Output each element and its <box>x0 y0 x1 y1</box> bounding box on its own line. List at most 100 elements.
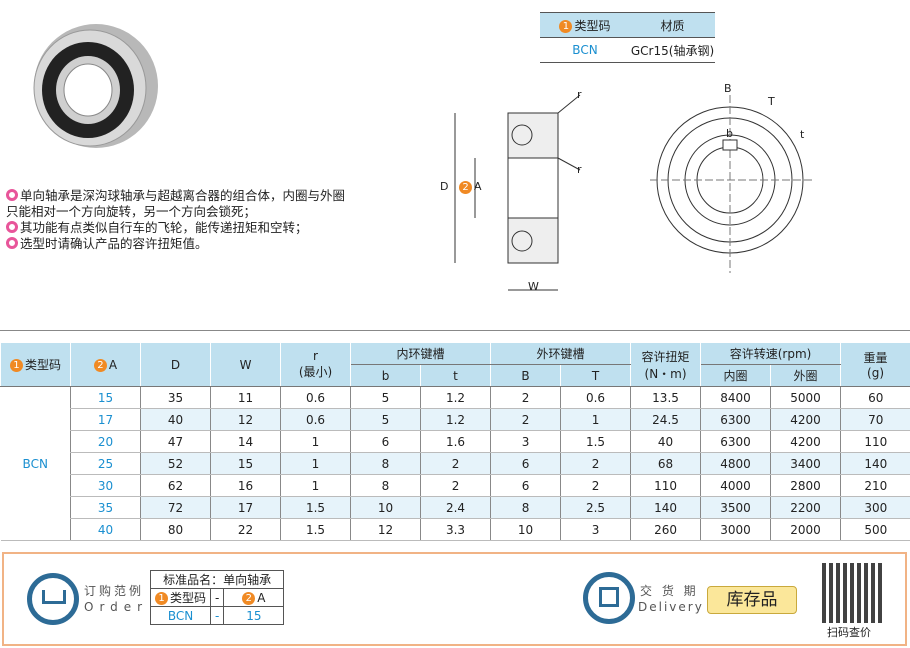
table-cell: 140 <box>630 496 701 519</box>
table-cell: 0.6 <box>280 386 351 409</box>
table-cell: 4200 <box>770 430 841 453</box>
table-cell: 2 <box>490 386 561 409</box>
spec-table: 1 类型码 材质 BCN GCr15(轴承钢) <box>540 12 715 63</box>
table-cell: 2 <box>490 408 561 431</box>
qr-code[interactable] <box>822 563 882 623</box>
table-cell: 8400 <box>700 386 771 409</box>
order-example-table: 标准品名：单向轴承 1 类型码 -2 A BCN -15 <box>149 570 285 625</box>
table-cell: 1.5 <box>280 496 351 519</box>
table-cell: 16 <box>210 474 281 497</box>
table-cell: 1 <box>560 408 631 431</box>
table-cell: 12 <box>210 408 281 431</box>
table-row: BCN 15 35 11 0.6 5 1.2 2 0.6 13.5 8400 5000 60 <box>0 386 910 541</box>
table-cell: 3400 <box>770 452 841 475</box>
table-cell: 3.3 <box>419 518 491 541</box>
table-cell: 500 <box>840 518 910 541</box>
table-cell: 1.6 <box>419 430 491 453</box>
table-cell: 35 <box>140 386 211 409</box>
table-cell: 6 <box>350 430 421 453</box>
table-cell: 40 <box>140 408 211 431</box>
table-cell: 24.5 <box>630 408 701 431</box>
table-cell: 1.2 <box>419 386 491 409</box>
table-cell: 3 <box>490 430 561 453</box>
table-cell: 52 <box>140 452 211 475</box>
table-cell: 68 <box>630 452 701 475</box>
table-cell: 8 <box>350 474 421 497</box>
table-cell: 25 <box>70 452 141 475</box>
divider <box>0 330 910 331</box>
table-cell: 60 <box>840 386 910 409</box>
stock-badge: 库存品 <box>707 586 797 614</box>
table-cell: 10 <box>490 518 561 541</box>
table-cell: 5000 <box>770 386 841 409</box>
table-cell: 5 <box>350 386 421 409</box>
cart-icon <box>27 573 79 625</box>
table-cell: 8 <box>490 496 561 519</box>
bottom-panel <box>2 552 907 646</box>
table-cell: 40 <box>630 430 701 453</box>
table-cell: 3500 <box>700 496 771 519</box>
table-cell: 2 <box>560 452 631 475</box>
table-cell: 4800 <box>700 452 771 475</box>
table-cell: 3 <box>560 518 631 541</box>
front-drawing <box>650 95 815 273</box>
table-cell: 14 <box>210 430 281 453</box>
table-cell: 10 <box>350 496 421 519</box>
table-cell: 70 <box>840 408 910 431</box>
box-icon <box>583 572 635 624</box>
table-cell: 1 <box>280 430 351 453</box>
table-cell: 1.2 <box>419 408 491 431</box>
bullet-icon <box>6 189 18 201</box>
table-cell: 210 <box>840 474 910 497</box>
bearing-photo <box>33 24 158 148</box>
table-row: 30 62 16 1 8 2 6 2 110 4000 2800 210 <box>1 474 910 497</box>
table-cell: 2000 <box>770 518 841 541</box>
table-cell: 260 <box>630 518 701 541</box>
table-cell: 20 <box>70 430 141 453</box>
table-cell: 15 <box>70 386 141 409</box>
table-cell: 2200 <box>770 496 841 519</box>
table-cell: 8 <box>350 452 421 475</box>
table-cell: 110 <box>840 430 910 453</box>
table-cell: 110 <box>630 474 701 497</box>
table-cell: 30 <box>70 474 141 497</box>
table-cell: 1 <box>280 452 351 475</box>
table-cell: 2.5 <box>560 496 631 519</box>
table-cell: 22 <box>210 518 281 541</box>
bullet-icon <box>6 237 18 249</box>
table-cell: 11 <box>210 386 281 409</box>
table-cell: 80 <box>140 518 211 541</box>
table-cell: 4000 <box>700 474 771 497</box>
table-cell: 12 <box>350 518 421 541</box>
table-cell: 40 <box>70 518 141 541</box>
section-drawing <box>454 94 581 291</box>
table-cell: 2800 <box>770 474 841 497</box>
table-cell: 6300 <box>700 408 771 431</box>
table-cell: 300 <box>840 496 910 519</box>
table-cell: 6 <box>490 474 561 497</box>
table-cell: 2 <box>560 474 631 497</box>
table-cell: 0.6 <box>560 386 631 409</box>
table-cell: 4200 <box>770 408 841 431</box>
table-cell: 62 <box>140 474 211 497</box>
table-row: 20 47 14 1 6 1.6 3 1.5 40 6300 4200 110 <box>1 430 910 453</box>
bullet-icon <box>6 221 18 233</box>
table-cell: 2 <box>419 452 491 475</box>
table-cell: 1.5 <box>280 518 351 541</box>
table-cell: 2 <box>419 474 491 497</box>
table-cell: 3000 <box>700 518 771 541</box>
table-cell: 1 <box>280 474 351 497</box>
description: 单向轴承是深沟球轴承与超越离合器的组合体，内圈与外圈只能相对一个方向旋转，另一个… <box>6 188 346 251</box>
table-row: 25 52 15 1 8 2 6 2 68 4800 3400 140 <box>1 452 910 475</box>
table-cell: 0.6 <box>280 408 351 431</box>
table-cell: 6 <box>490 452 561 475</box>
table-cell: 17 <box>210 496 281 519</box>
type-code-cell: BCN <box>0 386 71 541</box>
table-row: 17 40 12 0.6 5 1.2 2 1 24.5 6300 4200 70 <box>1 408 910 431</box>
table-cell: 6300 <box>700 430 771 453</box>
table-cell: 47 <box>140 430 211 453</box>
table-cell: 1.5 <box>560 430 631 453</box>
table-cell: 13.5 <box>630 386 701 409</box>
table-row: 35 72 17 1.5 10 2.4 8 2.5 140 3500 2200 300 <box>1 496 910 519</box>
